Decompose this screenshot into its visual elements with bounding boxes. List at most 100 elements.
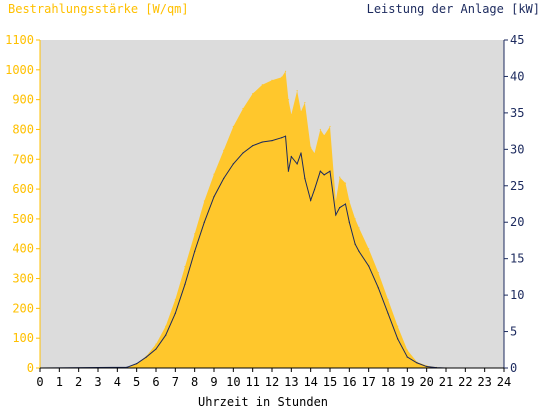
power-point: [323, 174, 325, 176]
x-tick-label: 22: [458, 375, 472, 389]
irradiance-point: [319, 128, 321, 131]
irradiance-point: [300, 110, 302, 113]
x-tick-label: 10: [226, 375, 240, 389]
power-point: [174, 312, 176, 314]
left-tick-label: 300: [12, 272, 34, 286]
right-tick-label: 10: [510, 288, 524, 302]
right-tick-label: 15: [510, 252, 524, 266]
power-point: [271, 139, 273, 142]
x-tick-label: 6: [152, 375, 159, 389]
irradiance-point: [368, 248, 370, 250]
irradiance-point: [223, 149, 225, 151]
x-tick-label: 3: [94, 375, 101, 389]
x-tick-label: 4: [114, 375, 121, 389]
right-tick-label: 0: [510, 361, 517, 375]
right-tick-label: 20: [510, 215, 524, 229]
power-point: [426, 365, 428, 368]
power-point: [368, 265, 370, 267]
irradiance-point: [354, 218, 356, 220]
power-point: [296, 163, 298, 165]
right-tick-label: 45: [510, 33, 524, 47]
irradiance-point: [194, 233, 196, 235]
left-tick-label: 700: [12, 152, 34, 166]
power-point: [136, 363, 138, 365]
power-point: [252, 145, 254, 147]
power-point: [377, 287, 379, 289]
x-tick-label: 14: [303, 375, 317, 389]
power-point: [348, 221, 350, 223]
right-tick-label: 40: [510, 69, 524, 83]
power-point: [313, 188, 316, 191]
x-tick-label: 0: [36, 375, 43, 389]
power-point: [406, 356, 408, 358]
irradiance-point: [358, 227, 360, 229]
x-tick-label: 21: [439, 375, 453, 389]
left-tick-label: 0: [27, 361, 34, 375]
power-point: [203, 221, 205, 223]
power-point: [145, 356, 147, 358]
x-axis-title: Uhrzeit in Stunden: [198, 395, 328, 408]
x-tick-label: 12: [265, 375, 279, 389]
irradiance-point: [304, 102, 306, 104]
irradiance-point: [242, 107, 244, 110]
irradiance-point: [290, 113, 292, 116]
x-tick-label: 15: [323, 375, 337, 389]
power-point: [310, 199, 312, 201]
irradiance-area: [40, 71, 504, 368]
power-point: [335, 214, 337, 216]
x-tick-label: 16: [342, 375, 356, 389]
irradiance-point: [184, 266, 186, 268]
irradiance-point: [406, 349, 408, 351]
irradiance-point: [165, 325, 167, 327]
irradiance-point: [287, 99, 290, 101]
left-tick-label: 1100: [5, 33, 34, 47]
irradiance-point: [252, 93, 254, 95]
left-tick-label: 200: [12, 301, 34, 315]
power-point: [304, 177, 306, 180]
x-tick-label: 2: [75, 375, 82, 389]
irradiance-point: [271, 79, 273, 81]
left-axis-title: Bestrahlungsstärke [W/qm]: [8, 2, 189, 16]
power-point: [290, 156, 292, 158]
power-point: [213, 196, 215, 198]
power-point: [319, 170, 321, 172]
axes-layer: 0100200300400500600700800900100011000510…: [5, 33, 524, 389]
power-point: [300, 152, 302, 154]
power-point: [329, 170, 331, 172]
right-tick-label: 25: [510, 179, 524, 193]
x-tick-label: 19: [400, 375, 414, 389]
irradiance-point: [281, 76, 283, 78]
power-point: [155, 348, 157, 350]
right-tick-label: 35: [510, 106, 524, 120]
power-point: [284, 135, 287, 137]
power-point: [354, 243, 356, 245]
power-point: [165, 334, 167, 336]
x-tick-label: 9: [210, 375, 217, 389]
irradiance-point: [261, 84, 263, 86]
irradiance-point: [284, 70, 287, 72]
x-tick-label: 11: [245, 375, 259, 389]
irradiance-point: [329, 125, 331, 128]
irradiance-point: [313, 152, 316, 154]
irradiance-point: [387, 298, 389, 301]
irradiance-point: [397, 325, 399, 327]
power-point: [344, 203, 347, 205]
x-tick-label: 18: [381, 375, 395, 389]
power-point: [194, 250, 196, 252]
left-tick-label: 400: [12, 242, 34, 256]
x-tick-label: 13: [284, 375, 298, 389]
x-tick-label: 1: [56, 375, 63, 389]
power-point: [232, 163, 234, 165]
x-tick-label: 23: [477, 375, 491, 389]
left-tick-label: 900: [12, 93, 34, 107]
irradiance-point: [213, 173, 215, 175]
power-point: [358, 250, 360, 252]
power-point: [397, 338, 399, 340]
irradiance-point: [335, 200, 337, 202]
right-tick-label: 5: [510, 325, 517, 339]
x-tick-label: 7: [172, 375, 179, 389]
right-axis-title: Leistung der Anlage [kW]: [367, 2, 540, 16]
irradiance-point: [296, 90, 298, 92]
x-tick-label: 17: [361, 375, 375, 389]
